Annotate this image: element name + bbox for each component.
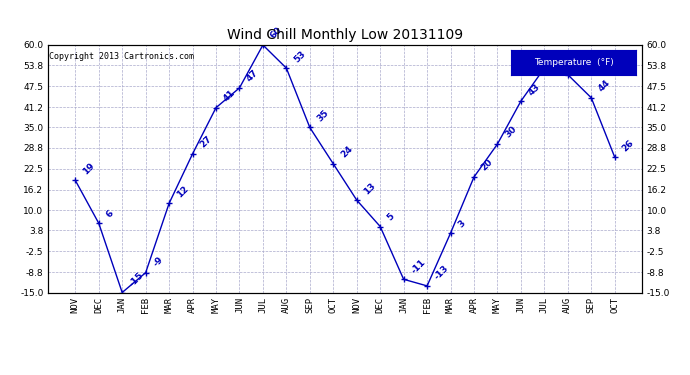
Text: 26: 26 [620,138,635,153]
Text: 47: 47 [245,68,260,84]
Text: 3: 3 [456,218,467,229]
Text: 53: 53 [292,49,307,64]
Text: 60: 60 [268,26,284,41]
Text: 5: 5 [386,211,397,222]
Text: -9: -9 [151,255,165,268]
Text: 13: 13 [362,181,377,196]
Text: 27: 27 [198,135,213,150]
Text: 35: 35 [315,108,331,123]
Text: 12: 12 [175,184,190,199]
Text: Copyright 2013 Cartronics.com: Copyright 2013 Cartronics.com [50,53,195,62]
Text: -15: -15 [128,270,146,288]
Text: 51: 51 [573,56,589,70]
Text: 30: 30 [503,125,518,140]
Title: Wind Chill Monthly Low 20131109: Wind Chill Monthly Low 20131109 [227,28,463,42]
Text: 6: 6 [104,208,115,219]
Text: 20: 20 [480,158,495,173]
Text: -11: -11 [409,257,427,275]
Text: 53: 53 [550,49,565,64]
Text: 19: 19 [81,161,96,176]
Text: 41: 41 [221,88,237,104]
Text: -13: -13 [433,264,451,282]
Text: 43: 43 [526,82,542,97]
Text: 24: 24 [339,144,354,160]
Text: 44: 44 [597,78,612,94]
